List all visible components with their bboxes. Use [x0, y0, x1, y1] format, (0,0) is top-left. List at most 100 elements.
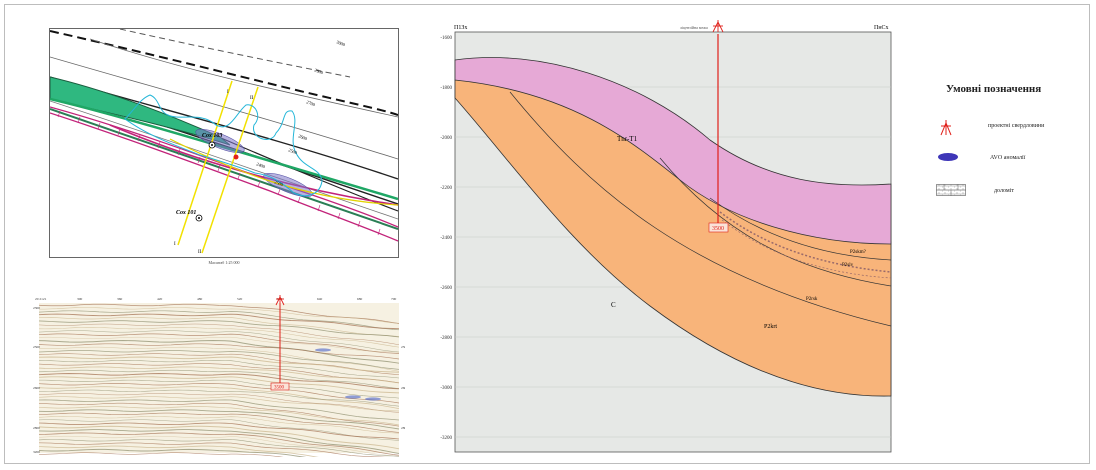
seismic-reflector	[38, 373, 400, 390]
unit-label: P2rsk	[806, 297, 818, 302]
trace-tick: 640	[317, 297, 323, 301]
seismic-reflector	[38, 356, 400, 373]
depth-tick: -2200	[440, 186, 452, 191]
trace-tick: 420	[157, 297, 163, 301]
seismic-reflector	[38, 435, 400, 457]
seismic-reflector	[39, 317, 400, 337]
depth-tick: 3200	[33, 450, 40, 454]
unit-label: Tnr-T1	[617, 135, 638, 143]
seismic-reflector	[38, 425, 400, 450]
dolomite-band	[719, 211, 892, 273]
unit-label: P2slv	[842, 263, 854, 268]
depth-tick: 2600	[33, 386, 40, 390]
trace-tick: 360	[117, 297, 123, 301]
seismic-reflector	[38, 350, 400, 370]
seismic-reflector	[39, 307, 400, 324]
contour-label: 2900	[314, 67, 325, 75]
well-symbol-icon	[940, 120, 952, 136]
projected-well-marker	[233, 154, 239, 160]
seismic-reflector	[38, 310, 400, 331]
seismic-reflector	[38, 422, 400, 440]
legend-title: Умовні позначення	[946, 83, 1042, 95]
license-boundary-label: ліцензійна межа	[680, 25, 708, 30]
seismic-reflector	[38, 340, 400, 364]
avo-anomaly	[315, 348, 331, 352]
seismic-reflector	[38, 386, 400, 409]
profile-line-ii	[201, 86, 259, 254]
seismic-reflector	[38, 416, 400, 434]
ellipse-icon	[938, 153, 958, 161]
seismic-reflector	[38, 442, 400, 459]
seismic-reflector	[38, 353, 400, 375]
depth-tick: -2600	[440, 286, 452, 291]
fault-hachures	[57, 110, 381, 236]
green-fault-line	[50, 97, 398, 201]
map-scale-caption: Масштаб 1:25 000	[208, 260, 240, 265]
trace-tick: 680	[357, 297, 363, 301]
well-depth-box	[708, 222, 729, 233]
trace-tick: 480	[197, 297, 203, 301]
profile-mark: I	[227, 90, 229, 95]
structure-map-svg: Сох 103 Сох 101 I II I II 3000 2900 2700…	[50, 29, 398, 255]
contour-line	[119, 29, 351, 78]
depth-tick: -1800	[440, 86, 452, 91]
contour-line	[50, 56, 398, 160]
contour-line	[89, 38, 398, 118]
seismic-reflector	[38, 313, 400, 330]
seismic-reflector	[38, 412, 400, 433]
seismic-reflector	[38, 439, 400, 457]
contour-label: 2500	[288, 147, 299, 155]
contour-label: 2700	[306, 99, 317, 107]
well-depth-label: 3500	[712, 226, 724, 232]
avo-anomaly	[195, 129, 245, 153]
section-right-label: ПнСх	[874, 25, 889, 31]
seismic-reflector	[38, 336, 400, 353]
profile-mark: II	[250, 96, 254, 101]
section-left-label: П1Зх	[454, 25, 467, 31]
seismic-reflector	[38, 366, 400, 384]
trace-tick: 20 2121	[35, 297, 47, 301]
fault-line	[50, 112, 398, 242]
depth-tick: 2600	[401, 386, 405, 390]
seismic-reflectors	[38, 303, 400, 468]
seismic-section-svg: 20 2121 300 360 420 480 520 580 640 680 …	[33, 293, 408, 468]
unit-label: C	[611, 301, 616, 309]
seismic-reflector	[38, 419, 400, 441]
cross-section-svg: 3500 П1Зх ПнСх ліцензійна межа -1600 -18…	[440, 14, 892, 453]
seismic-reflector	[38, 396, 400, 412]
profile-mark: I	[174, 242, 176, 247]
well-depth-label: 3500	[274, 386, 285, 391]
seismic-section: 20 2121 300 360 420 480 520 580 640 680 …	[33, 293, 408, 468]
unit-label: P2krt	[764, 324, 777, 330]
avo-anomaly	[345, 395, 361, 399]
seismic-reflector	[38, 327, 400, 348]
depth-tick: 2800	[33, 426, 40, 430]
yellow-line	[169, 138, 398, 206]
seismic-reflector	[38, 360, 400, 379]
page-frame	[4, 4, 1090, 464]
horizon-slv	[709, 197, 892, 261]
depth-tick: -1600	[440, 36, 452, 41]
geological-cross-section: 3500 П1Зх ПнСх ліцензійна межа -1600 -18…	[430, 14, 900, 460]
seismic-reflector	[38, 323, 400, 346]
seismic-reflector	[39, 379, 400, 399]
depth-tick: 2300	[33, 306, 40, 310]
trace-tick: 300	[77, 297, 83, 301]
contour-line	[50, 30, 398, 116]
seismic-reflector	[38, 320, 400, 338]
depth-tick: 2500	[33, 345, 40, 349]
trace-tick: 700	[391, 297, 397, 301]
horizon-krt	[509, 91, 892, 327]
depth-tick: -3000	[440, 386, 452, 391]
well-symbol-icon	[712, 14, 724, 33]
structure-map: Сох 103 Сох 101 I II I II 3000 2900 2700…	[49, 28, 399, 258]
license-boundary	[124, 94, 323, 197]
depth-tick: 2500	[401, 345, 405, 349]
contour-label: 2600	[298, 133, 309, 141]
seismic-reflector	[38, 343, 400, 360]
seismic-reflector	[38, 399, 400, 421]
seismic-reflector	[38, 406, 400, 426]
unit-triassic	[454, 57, 892, 245]
legend-label: проектні свердловини	[988, 123, 1045, 129]
avo-anomaly	[365, 397, 381, 401]
